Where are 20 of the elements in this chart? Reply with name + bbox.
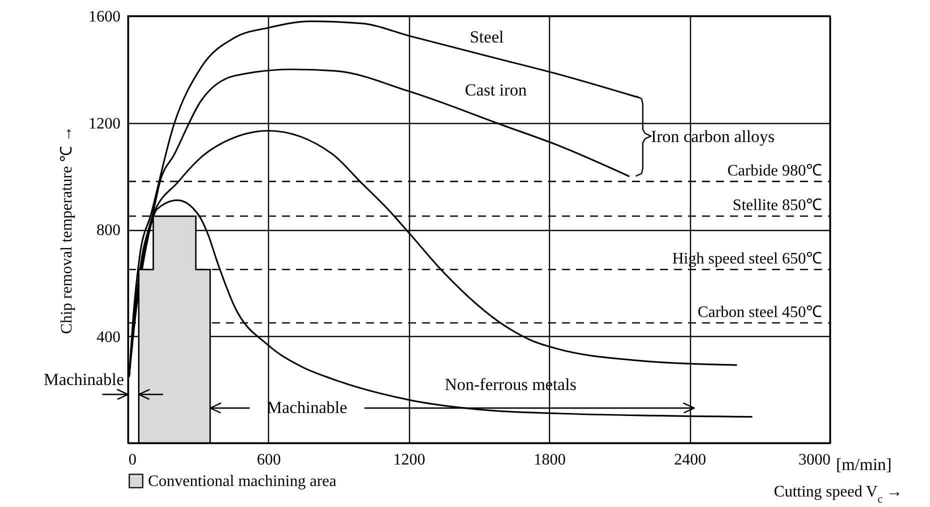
y-axis-title: Chip removal temperature ℃ → (58, 126, 76, 334)
x-tick-label: 600 (256, 452, 281, 468)
text: Machinable (44, 370, 124, 389)
x-tick-label: 1200 (393, 452, 426, 468)
y-tick-label: 400 (96, 328, 120, 346)
ref-line-label: Stellite 850℃ (732, 197, 822, 214)
annotation: Steel (470, 27, 504, 46)
y-tick-label: 1200 (88, 115, 120, 132)
y-tick-label: 800 (96, 222, 120, 239)
ref-line-label: Carbon steel 450℃ (698, 304, 822, 321)
x-tick-label: 3000 (798, 452, 830, 468)
annotation: Cast iron (464, 80, 528, 100)
legend-label: Conventional machining area (148, 473, 336, 490)
text: [m/min] (836, 455, 892, 474)
x-tick-label: 2400 (674, 452, 706, 468)
ref-line-label: Carbide 980℃ (727, 162, 822, 180)
x-tick-label: 0 (128, 452, 136, 468)
x-axis-title: Cutting speed V$_{c}$ → (774, 484, 902, 506)
x-tick-label: 1800 (534, 452, 566, 468)
y-tick-label: 1600 (88, 8, 120, 26)
